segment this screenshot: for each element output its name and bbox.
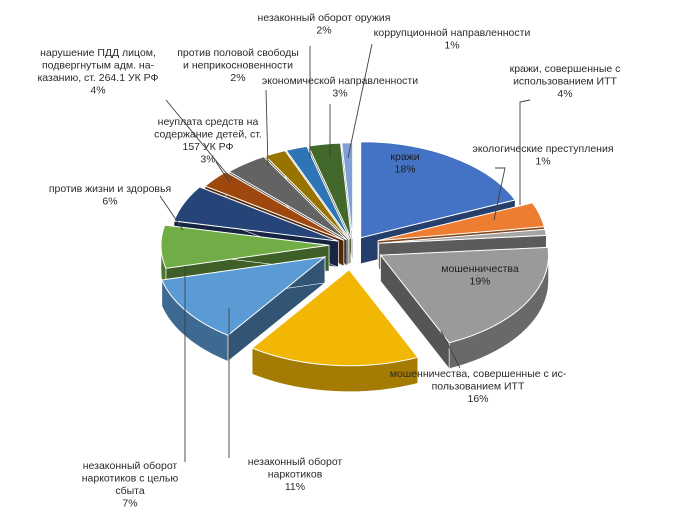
slice-top-face xyxy=(160,224,330,269)
slice-top-face xyxy=(173,186,339,242)
slice-percent-label: 6% xyxy=(102,196,117,208)
slice-category-label: содержание детей, ст. xyxy=(154,129,262,141)
pie-slices xyxy=(160,141,550,392)
slice-top-face xyxy=(161,256,327,336)
slice-category-label: и неприкосновенности xyxy=(183,60,293,72)
slice-top-face xyxy=(341,142,354,239)
slice-top-face xyxy=(264,150,350,240)
slice-percent-label: 1% xyxy=(535,156,550,168)
slice-category-label: незаконный оборот оружия xyxy=(258,12,391,24)
leader-line xyxy=(165,99,233,181)
slice-category-label: 157 УК РФ xyxy=(182,141,233,153)
slice-category-label: мошенничества, совершенные с ис- xyxy=(390,368,567,380)
pie-slice xyxy=(379,246,550,370)
slice-category-label: против половой свободы xyxy=(177,47,299,59)
slice-percent-label: 18% xyxy=(394,164,415,176)
slice-category-label: экологические преступления xyxy=(472,143,613,155)
slice-category-label: мошенничества xyxy=(441,263,519,275)
slice-top-face xyxy=(360,141,516,239)
leader-line xyxy=(265,89,269,167)
slice-top-face xyxy=(378,228,547,244)
slice-top-face xyxy=(251,268,419,367)
slice-category-label: казанию, ст. 264.1 УК РФ xyxy=(37,72,158,84)
slice-percent-label: 11% xyxy=(285,481,305,493)
slice-top-face xyxy=(379,246,550,344)
slice-category-label: коррупционной направленности xyxy=(374,27,531,39)
slice-percent-label: 3% xyxy=(200,154,215,166)
slice-percent-label: 4% xyxy=(90,85,105,97)
slice-category-label: использованием ИТТ xyxy=(513,76,617,88)
slice-percent-label: 7% xyxy=(122,498,137,510)
slice-percent-label: 19% xyxy=(469,276,490,288)
slice-percent-label: 2% xyxy=(316,25,331,37)
slice-percent-label: 1% xyxy=(444,40,459,52)
slice-percent-label: 4% xyxy=(557,88,572,100)
slice-category-label: нарушение ПДД лицом, xyxy=(40,47,156,59)
leader-line xyxy=(493,167,506,221)
leader-line xyxy=(440,330,461,369)
slice-category-label: наркотиков с целью xyxy=(82,473,179,485)
slice-top-face xyxy=(307,142,352,240)
leader-line xyxy=(519,99,531,205)
slice-top-face xyxy=(204,171,345,241)
slice-percent-label: 2% xyxy=(230,72,245,84)
slice-top-face xyxy=(285,145,351,240)
slice-category-label: кражи, совершенные с xyxy=(510,63,621,75)
slice-category-label: незаконный оборот xyxy=(248,456,343,468)
slice-category-label: неуплата средств на xyxy=(158,116,259,128)
slice-category-label: наркотиков xyxy=(268,469,323,481)
slice-percent-label: 16% xyxy=(467,393,488,405)
pie-slice xyxy=(251,268,419,392)
slice-top-face xyxy=(377,202,545,242)
slice-category-label: незаконный оборот xyxy=(83,460,178,472)
leader-line xyxy=(159,195,184,231)
slice-category-label: сбыта xyxy=(115,485,145,497)
slice-category-label: пользованием ИТТ xyxy=(432,381,525,393)
leader-lines xyxy=(159,43,531,462)
leader-line xyxy=(215,161,231,184)
slice-top-face xyxy=(228,156,348,241)
slice-category-label: экономической направленности xyxy=(262,75,418,87)
leader-line xyxy=(347,43,373,159)
slice-category-label: кражи xyxy=(390,151,419,163)
slice-category-label: подвергнутым адм. на- xyxy=(42,60,155,72)
slice-category-label: против жизни и здоровья xyxy=(49,183,171,195)
slice-percent-label: 3% xyxy=(332,88,347,100)
pie-slice xyxy=(161,256,327,362)
